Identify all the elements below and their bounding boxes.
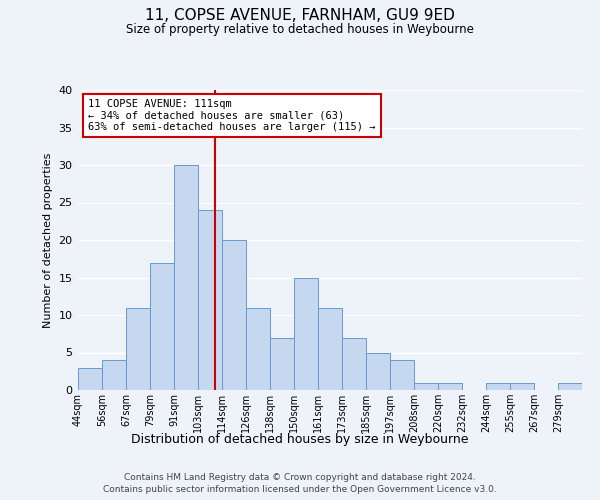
Bar	[198, 210, 222, 390]
Bar	[342, 338, 366, 390]
Bar	[102, 360, 126, 390]
Bar	[486, 382, 510, 390]
Bar	[366, 352, 390, 390]
Text: Size of property relative to detached houses in Weybourne: Size of property relative to detached ho…	[126, 22, 474, 36]
Text: 11, COPSE AVENUE, FARNHAM, GU9 9ED: 11, COPSE AVENUE, FARNHAM, GU9 9ED	[145, 8, 455, 22]
Y-axis label: Number of detached properties: Number of detached properties	[43, 152, 53, 328]
Text: Distribution of detached houses by size in Weybourne: Distribution of detached houses by size …	[131, 432, 469, 446]
Bar	[318, 308, 342, 390]
Bar	[558, 382, 582, 390]
Bar	[294, 278, 318, 390]
Bar	[174, 165, 198, 390]
Bar	[510, 382, 534, 390]
Text: Contains HM Land Registry data © Crown copyright and database right 2024.: Contains HM Land Registry data © Crown c…	[124, 472, 476, 482]
Bar	[222, 240, 246, 390]
Bar	[150, 262, 174, 390]
Bar	[414, 382, 438, 390]
Bar	[126, 308, 150, 390]
Bar	[438, 382, 462, 390]
Text: Contains public sector information licensed under the Open Government Licence v3: Contains public sector information licen…	[103, 485, 497, 494]
Bar	[246, 308, 270, 390]
Bar	[270, 338, 294, 390]
Bar	[78, 368, 102, 390]
Bar	[390, 360, 414, 390]
Text: 11 COPSE AVENUE: 111sqm
← 34% of detached houses are smaller (63)
63% of semi-de: 11 COPSE AVENUE: 111sqm ← 34% of detache…	[88, 99, 376, 132]
